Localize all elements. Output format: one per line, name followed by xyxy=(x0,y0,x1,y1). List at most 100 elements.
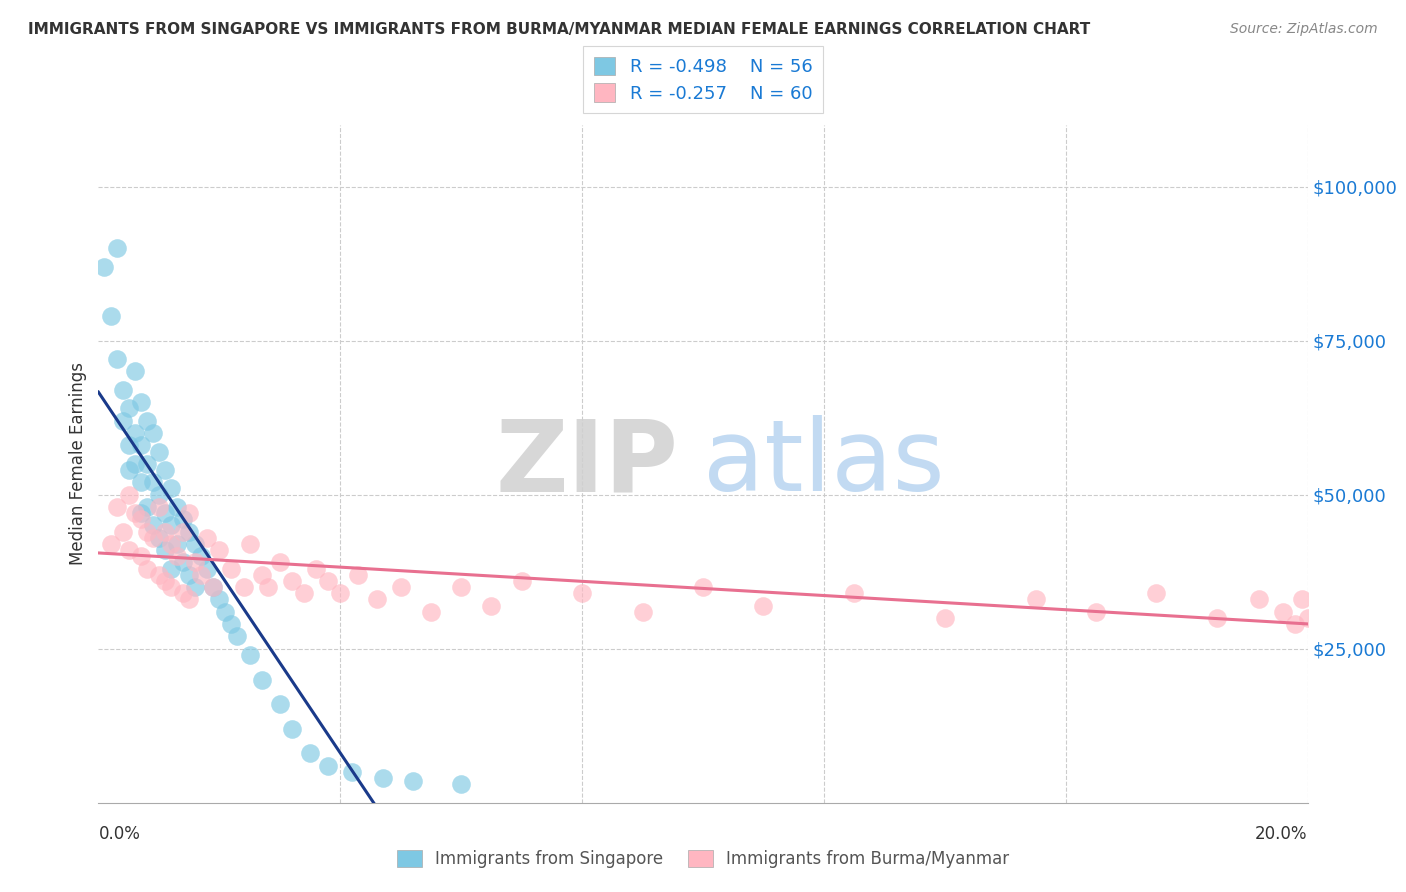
Point xyxy=(226,629,249,643)
Point xyxy=(153,463,176,477)
Point xyxy=(177,524,201,539)
Point xyxy=(184,556,207,570)
Point xyxy=(190,567,212,582)
Point xyxy=(142,425,165,440)
Point xyxy=(153,574,176,588)
Point xyxy=(692,580,714,594)
Point xyxy=(118,463,141,477)
Point xyxy=(389,580,412,594)
Point xyxy=(208,592,231,607)
Point xyxy=(142,475,165,490)
Point xyxy=(135,414,157,428)
Point xyxy=(184,580,207,594)
Point xyxy=(250,673,273,687)
Point xyxy=(299,747,322,761)
Point xyxy=(172,512,194,526)
Point xyxy=(124,506,146,520)
Point xyxy=(1291,592,1313,607)
Point xyxy=(256,580,278,594)
Point xyxy=(844,586,866,600)
Point xyxy=(752,599,775,613)
Point xyxy=(510,574,533,588)
Point xyxy=(419,605,441,619)
Point xyxy=(100,537,122,551)
Point xyxy=(481,599,503,613)
Point xyxy=(160,537,183,551)
Point xyxy=(402,774,425,789)
Point xyxy=(111,524,134,539)
Point xyxy=(166,549,188,564)
Point xyxy=(124,425,146,440)
Point xyxy=(202,580,225,594)
Point xyxy=(450,580,472,594)
Point xyxy=(450,777,472,791)
Point xyxy=(172,586,194,600)
Point xyxy=(166,500,188,514)
Point xyxy=(160,482,183,496)
Point xyxy=(166,537,188,551)
Point xyxy=(100,309,122,323)
Point xyxy=(269,556,291,570)
Point xyxy=(135,457,157,471)
Point xyxy=(631,605,654,619)
Point xyxy=(1296,611,1319,625)
Text: IMMIGRANTS FROM SINGAPORE VS IMMIGRANTS FROM BURMA/MYANMAR MEDIAN FEMALE EARNING: IMMIGRANTS FROM SINGAPORE VS IMMIGRANTS … xyxy=(28,22,1091,37)
Point xyxy=(269,697,291,711)
Point xyxy=(202,580,225,594)
Point xyxy=(1272,605,1295,619)
Point xyxy=(118,401,141,416)
Point xyxy=(172,556,194,570)
Point xyxy=(105,241,128,255)
Point xyxy=(129,475,152,490)
Point xyxy=(232,580,254,594)
Point xyxy=(571,586,593,600)
Point xyxy=(160,518,183,533)
Point xyxy=(153,506,176,520)
Point xyxy=(142,531,165,545)
Point xyxy=(1284,617,1306,632)
Point xyxy=(148,531,170,545)
Point xyxy=(1249,592,1271,607)
Point xyxy=(329,586,352,600)
Point xyxy=(105,352,128,367)
Point xyxy=(1024,592,1046,607)
Legend: Immigrants from Singapore, Immigrants from Burma/Myanmar: Immigrants from Singapore, Immigrants fr… xyxy=(389,843,1017,875)
Point xyxy=(371,771,394,785)
Point xyxy=(177,592,201,607)
Point xyxy=(153,524,176,539)
Text: atlas: atlas xyxy=(703,416,945,512)
Point xyxy=(160,561,183,575)
Point xyxy=(347,567,370,582)
Point xyxy=(316,759,339,773)
Point xyxy=(250,567,273,582)
Point xyxy=(1085,605,1108,619)
Text: Source: ZipAtlas.com: Source: ZipAtlas.com xyxy=(1230,22,1378,37)
Point xyxy=(221,561,243,575)
Point xyxy=(135,500,157,514)
Point xyxy=(342,764,364,779)
Point xyxy=(281,722,304,736)
Point xyxy=(208,543,231,558)
Point xyxy=(214,605,236,619)
Point xyxy=(195,531,218,545)
Point xyxy=(111,383,134,397)
Point xyxy=(135,524,157,539)
Point xyxy=(160,580,183,594)
Point xyxy=(111,414,134,428)
Point xyxy=(239,537,262,551)
Point xyxy=(135,561,157,575)
Point xyxy=(239,648,262,662)
Point xyxy=(934,611,956,625)
Point xyxy=(221,617,243,632)
Point xyxy=(129,438,152,452)
Point xyxy=(281,574,304,588)
Text: 0.0%: 0.0% xyxy=(98,825,141,843)
Point xyxy=(172,524,194,539)
Point xyxy=(177,506,201,520)
Point xyxy=(153,543,176,558)
Point xyxy=(305,561,328,575)
Point xyxy=(118,438,141,452)
Point xyxy=(129,512,152,526)
Point xyxy=(292,586,315,600)
Point xyxy=(148,567,170,582)
